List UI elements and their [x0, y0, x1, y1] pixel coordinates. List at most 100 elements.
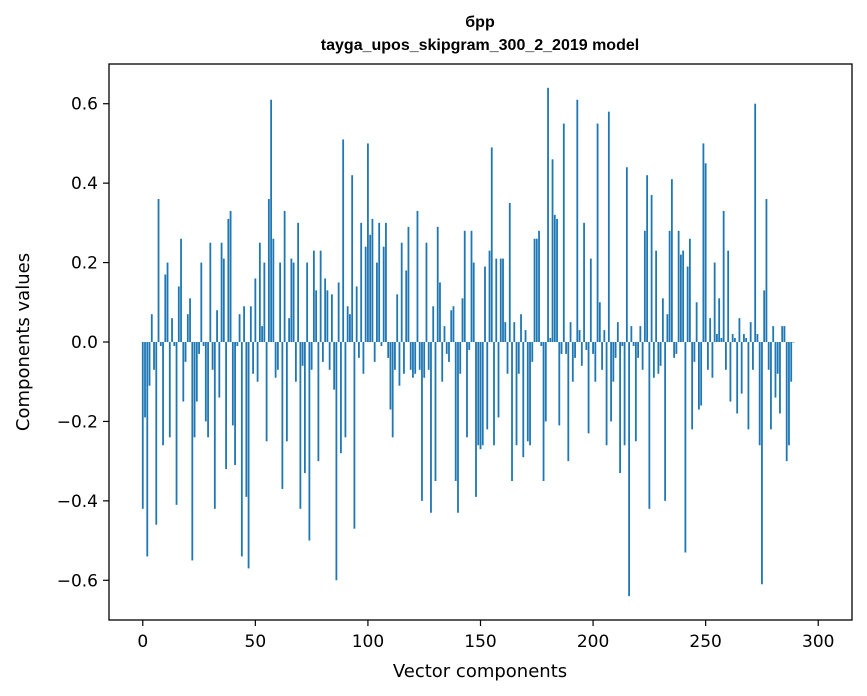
bar	[355, 286, 358, 342]
bar	[542, 342, 545, 481]
bar	[285, 342, 288, 442]
bar	[382, 246, 385, 342]
bar	[177, 286, 180, 342]
bar	[551, 159, 554, 342]
bar	[538, 230, 540, 342]
bar	[713, 262, 716, 342]
bar	[315, 290, 318, 342]
bar	[155, 342, 158, 525]
y-tick-label: 0.2	[71, 254, 98, 274]
bar	[240, 342, 243, 557]
bar	[634, 342, 637, 442]
bar	[571, 342, 574, 382]
bar	[605, 342, 608, 446]
bar	[639, 326, 642, 342]
bar	[439, 282, 441, 342]
bar	[243, 306, 245, 342]
bar	[499, 258, 502, 342]
bar	[655, 250, 658, 342]
bar	[346, 306, 349, 342]
x-tick-label: 0	[137, 632, 148, 652]
bar	[276, 342, 279, 370]
x-tick-label: 300	[802, 632, 834, 652]
bar	[385, 222, 387, 342]
bar	[594, 342, 597, 382]
bar	[369, 234, 372, 342]
bar	[351, 175, 354, 342]
bar	[677, 230, 680, 342]
bar	[752, 342, 754, 370]
bar	[754, 103, 757, 343]
bar	[150, 314, 153, 342]
bar	[378, 222, 381, 342]
bar	[558, 342, 561, 426]
bar	[326, 290, 329, 342]
bar	[466, 342, 468, 438]
bar	[249, 306, 252, 342]
bar	[218, 342, 221, 398]
bar	[182, 342, 185, 402]
bar-series	[141, 87, 795, 597]
bar	[358, 342, 360, 358]
bar	[340, 342, 342, 454]
bar	[162, 342, 164, 446]
bar	[668, 230, 671, 342]
y-tick-label: −0.4	[57, 492, 98, 512]
bar	[774, 342, 777, 398]
bar	[468, 342, 471, 350]
bar	[204, 342, 207, 422]
bar	[283, 210, 286, 342]
bar	[743, 334, 745, 342]
bar	[202, 342, 205, 346]
bar	[772, 326, 775, 342]
bar	[616, 322, 619, 342]
bar	[553, 214, 556, 342]
bar	[463, 230, 466, 342]
bar	[610, 342, 612, 422]
bar	[360, 222, 363, 342]
bar	[727, 250, 730, 342]
bar	[227, 218, 230, 342]
bar	[612, 342, 615, 382]
bar	[565, 342, 567, 354]
bar	[454, 342, 457, 481]
bar	[526, 342, 529, 442]
bar	[531, 342, 534, 362]
bar	[556, 218, 558, 342]
bar	[731, 334, 734, 342]
bar	[666, 314, 669, 342]
bar	[596, 123, 599, 342]
bar	[776, 342, 779, 374]
bar	[484, 266, 486, 342]
bar	[598, 302, 601, 342]
bar	[288, 318, 291, 342]
bar	[236, 342, 239, 346]
bar	[637, 342, 640, 358]
bar	[299, 342, 302, 509]
bar	[252, 342, 254, 374]
bar	[441, 342, 444, 382]
bar	[279, 262, 282, 342]
bar	[632, 342, 635, 346]
bar	[736, 342, 739, 414]
bar	[576, 99, 579, 343]
x-tick-label: 250	[689, 632, 721, 652]
bar	[720, 338, 723, 342]
bar	[180, 238, 182, 342]
bar	[457, 342, 459, 513]
bar	[400, 242, 403, 342]
bar	[144, 342, 146, 418]
bar	[587, 342, 590, 434]
bar	[682, 250, 685, 342]
bar	[679, 254, 682, 342]
bar	[213, 342, 216, 509]
bar	[317, 342, 320, 462]
bar	[578, 330, 581, 342]
bar	[756, 334, 759, 342]
chart-title: бpp	[465, 14, 495, 31]
bar	[414, 342, 417, 374]
bar	[698, 342, 700, 410]
bar	[376, 262, 378, 342]
bar	[540, 342, 543, 346]
bar	[664, 342, 667, 501]
